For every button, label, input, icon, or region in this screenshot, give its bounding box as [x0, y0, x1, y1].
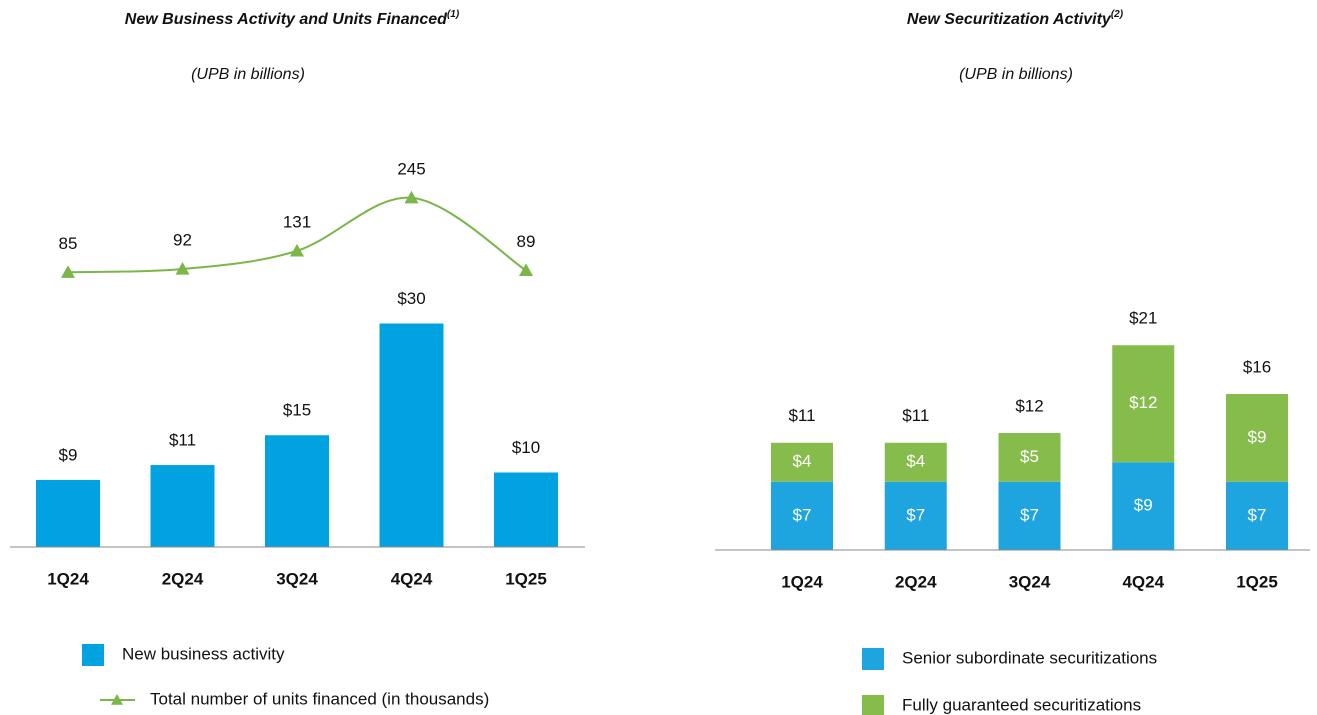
segment-label: $12	[1129, 393, 1157, 412]
bar	[494, 472, 558, 547]
legend-label: Total number of units financed (in thous…	[150, 689, 489, 708]
x-tick-label: 1Q24	[47, 569, 89, 588]
value-label: 131	[283, 212, 311, 231]
bar	[150, 465, 215, 547]
chart-subtitle: (UPB in billions)	[191, 66, 305, 83]
bar-segment	[1226, 394, 1288, 482]
value-label: $30	[397, 289, 425, 308]
segment-label: $7	[1020, 505, 1039, 524]
total-label: $16	[1243, 357, 1271, 376]
x-tick-label: 1Q24	[781, 572, 823, 591]
value-label: 92	[173, 231, 192, 250]
title-text: New Business Activity and Units Financed	[125, 11, 448, 28]
bar-segment	[884, 481, 947, 550]
x-tick-label: 1Q25	[1236, 572, 1278, 591]
legend-swatch	[862, 695, 884, 715]
x-tick-label: 4Q24	[391, 569, 433, 588]
line-marker	[290, 243, 304, 257]
line-marker	[519, 263, 533, 277]
x-tick-label: 2Q24	[895, 572, 937, 591]
total-label: $11	[902, 406, 929, 425]
segment-label: $5	[1020, 447, 1039, 466]
title-note: (1)	[447, 9, 460, 20]
legend-marker	[111, 694, 123, 705]
segment-label: $9	[1134, 496, 1153, 515]
legend-swatch	[82, 644, 104, 666]
bar-segment	[998, 433, 1061, 482]
total-label: $21	[1129, 309, 1157, 328]
x-tick-label: 1Q25	[505, 569, 547, 588]
value-label: 85	[59, 234, 78, 253]
value-label: 89	[517, 232, 536, 251]
segment-label: $4	[906, 452, 925, 471]
segment-label: $7	[906, 505, 925, 524]
chart-title: New Securitization Activity(2)	[907, 9, 1124, 29]
bar-segment	[771, 481, 833, 550]
bar	[36, 479, 100, 547]
bar-segment	[771, 442, 833, 482]
line-marker	[404, 190, 419, 204]
line-marker	[175, 262, 190, 275]
segment-label: $7	[793, 505, 812, 524]
bar	[265, 435, 329, 547]
segment-label: $7	[1248, 505, 1267, 524]
bar-segment	[1226, 481, 1288, 550]
line	[67, 196, 527, 274]
x-tick-label: 3Q24	[1009, 572, 1051, 591]
x-tick-label: 3Q24	[276, 569, 318, 588]
bar-segment	[998, 481, 1061, 550]
segment-label: $4	[793, 452, 812, 471]
chart-subtitle: (UPB in billions)	[959, 66, 1073, 83]
chart-title: New Business Activity and Units Financed…	[125, 9, 460, 29]
title-text: New Securitization Activity	[907, 11, 1112, 28]
x-tick-label: 4Q24	[1122, 572, 1164, 591]
legend-label: Fully guaranteed securitizations	[902, 695, 1141, 714]
x-tick-label: 2Q24	[162, 569, 204, 588]
segment-label: $9	[1248, 427, 1267, 446]
value-label: $10	[512, 438, 540, 457]
bar-segment	[1112, 345, 1175, 463]
value-label: 245	[397, 159, 425, 178]
total-label: $11	[788, 406, 815, 425]
value-label: $9	[59, 445, 78, 464]
bar-segment	[1112, 462, 1175, 550]
total-label: $12	[1015, 396, 1043, 415]
legend-label: New business activity	[122, 644, 285, 663]
value-label: $11	[169, 431, 196, 450]
legend-label: Senior subordinate securitizations	[902, 648, 1157, 667]
title-note: (2)	[1111, 9, 1124, 20]
line-marker	[61, 265, 75, 278]
bar-segment	[884, 442, 947, 482]
legend-swatch	[862, 648, 884, 670]
bar	[379, 323, 444, 547]
value-label: $15	[283, 401, 311, 420]
